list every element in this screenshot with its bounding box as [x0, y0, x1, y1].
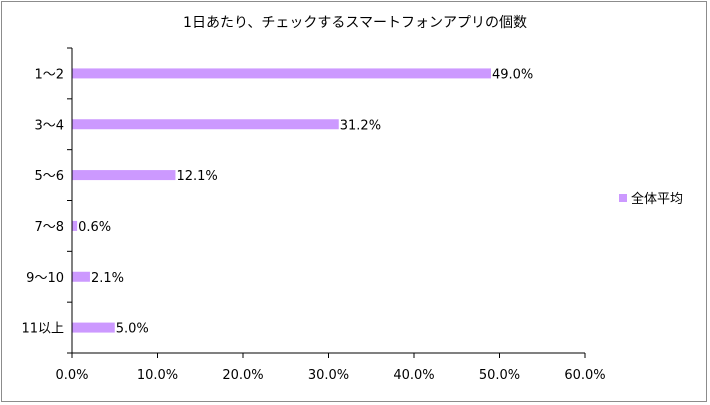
legend-label: 全体平均	[631, 191, 683, 207]
x-tick-label: 50.0%	[479, 368, 520, 383]
category-label: 7～8	[34, 220, 64, 235]
category-label: 9～10	[26, 271, 64, 286]
legend-swatch	[619, 194, 627, 202]
x-tick-label: 30.0%	[308, 368, 349, 383]
data-label: 0.6%	[78, 220, 111, 235]
x-tick-label: 10.0%	[137, 368, 178, 383]
category-label: 11以上	[21, 322, 64, 337]
x-tick-label: 20.0%	[222, 368, 263, 383]
category-label: 3～4	[34, 118, 64, 133]
bar	[72, 322, 115, 333]
x-tick-label: 60.0%	[564, 368, 605, 383]
data-label: 31.2%	[340, 118, 381, 133]
plot-area: 49.0% 1～2 31.2% 3～4 12.1% 5～6 0.6% 7～8 2.1% 9～10 5…	[21, 47, 606, 383]
bar	[72, 271, 90, 282]
bar	[72, 170, 176, 181]
x-tick-label: 0.0%	[55, 368, 88, 383]
chart-title: 1日あたり、チェックするスマートフォンアプリの個数	[183, 15, 527, 31]
data-label: 49.0%	[492, 67, 533, 82]
x-tick-label: 40.0%	[393, 368, 434, 383]
bar	[72, 68, 491, 79]
category-label: 5～6	[34, 169, 64, 184]
data-label: 5.0%	[116, 322, 149, 337]
data-label: 2.1%	[91, 271, 124, 286]
bar	[72, 119, 339, 130]
category-label: 1～2	[34, 67, 64, 82]
bar	[72, 220, 78, 231]
data-label: 12.1%	[176, 169, 217, 184]
legend: 全体平均	[619, 191, 683, 207]
